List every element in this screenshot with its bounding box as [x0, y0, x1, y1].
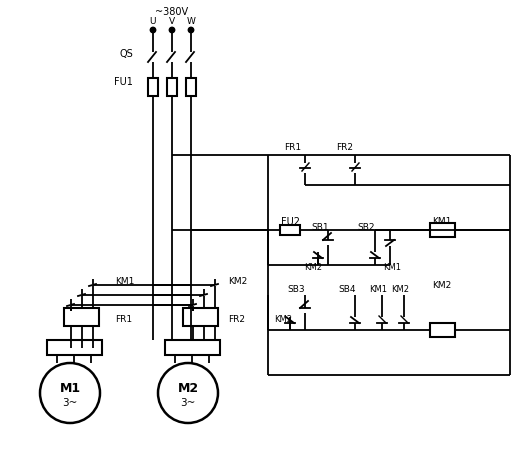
Bar [148, 78, 158, 96]
Text: KM1: KM1 [115, 276, 134, 285]
Bar [430, 223, 455, 237]
Text: FU1: FU1 [114, 77, 133, 87]
Bar [167, 78, 177, 96]
Text: SB3: SB3 [287, 285, 305, 294]
Text: KM2: KM2 [274, 315, 292, 324]
Circle shape [151, 27, 155, 32]
Text: KM2: KM2 [391, 285, 409, 294]
Text: QS: QS [119, 49, 133, 59]
Text: KM2: KM2 [304, 264, 322, 273]
Circle shape [188, 27, 194, 32]
Text: KM2: KM2 [433, 280, 452, 289]
Text: M2: M2 [177, 382, 199, 395]
Bar [183, 308, 218, 326]
Bar [64, 308, 99, 326]
Circle shape [169, 27, 175, 32]
Bar [280, 225, 300, 235]
Bar [430, 323, 455, 337]
Bar [47, 340, 102, 355]
Bar [186, 78, 196, 96]
Text: SB1: SB1 [311, 224, 329, 233]
Text: FR2: FR2 [228, 315, 245, 324]
Text: 3~: 3~ [180, 398, 196, 408]
Text: FR2: FR2 [336, 144, 354, 153]
Text: FR1: FR1 [115, 315, 132, 324]
Text: FU2: FU2 [280, 217, 300, 227]
Text: KM2: KM2 [228, 276, 247, 285]
Text: ~380V: ~380V [155, 7, 189, 17]
Text: KM1: KM1 [383, 264, 401, 273]
Text: M1: M1 [60, 382, 81, 395]
Text: FR1: FR1 [285, 144, 302, 153]
Text: V: V [169, 18, 175, 27]
Bar [165, 340, 220, 355]
Text: W: W [187, 18, 196, 27]
Text: KM1: KM1 [433, 217, 452, 226]
Text: SB4: SB4 [338, 285, 356, 294]
Text: SB2: SB2 [357, 224, 375, 233]
Text: 3~: 3~ [62, 398, 78, 408]
Text: KM1: KM1 [369, 285, 387, 294]
Text: U: U [150, 18, 156, 27]
